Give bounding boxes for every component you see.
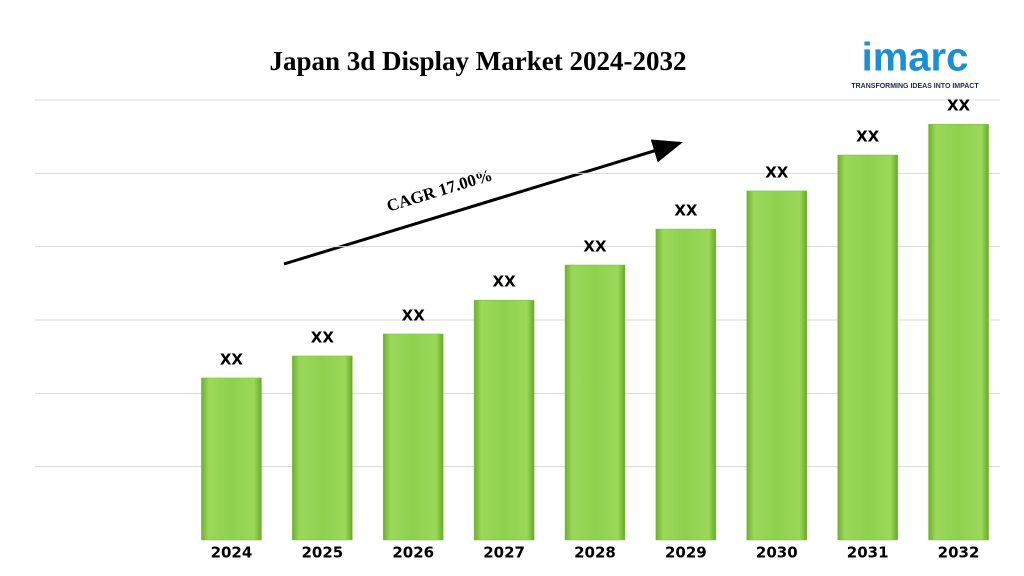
x-tick-label: 2029 xyxy=(665,544,707,562)
value-label: XX xyxy=(220,350,244,368)
value-label: XX xyxy=(674,202,698,220)
bar xyxy=(655,228,717,541)
x-tick-label: 2024 xyxy=(211,544,253,562)
value-label: XX xyxy=(493,273,517,291)
bar xyxy=(201,377,262,541)
value-label: XX xyxy=(856,128,880,146)
x-tick-label: 2028 xyxy=(574,544,616,562)
logo-name: imarc xyxy=(862,36,969,80)
bar xyxy=(746,190,808,541)
value-label: XX xyxy=(583,238,607,256)
value-label: XX xyxy=(765,163,789,181)
bar xyxy=(564,264,626,541)
x-tick-label: 2031 xyxy=(847,544,889,562)
bar xyxy=(928,123,989,541)
value-label: XX xyxy=(402,306,426,324)
chart-title: Japan 3d Display Market 2024-2032 xyxy=(269,46,686,76)
bar xyxy=(382,333,444,541)
value-label: XX xyxy=(947,97,971,115)
x-tick-label: 2027 xyxy=(483,544,525,562)
x-tick-label: 2030 xyxy=(756,544,798,562)
value-label: XX xyxy=(311,328,335,346)
cagr-arrow xyxy=(283,139,683,266)
x-tick-label: 2026 xyxy=(392,544,434,562)
logo-tagline: TRANSFORMING IDEAS INTO IMPACT xyxy=(851,83,979,90)
x-tick-label: 2025 xyxy=(301,544,343,562)
bar xyxy=(473,299,535,541)
bar xyxy=(837,154,898,541)
bar xyxy=(292,355,353,541)
x-tick-label: 2032 xyxy=(938,544,980,562)
